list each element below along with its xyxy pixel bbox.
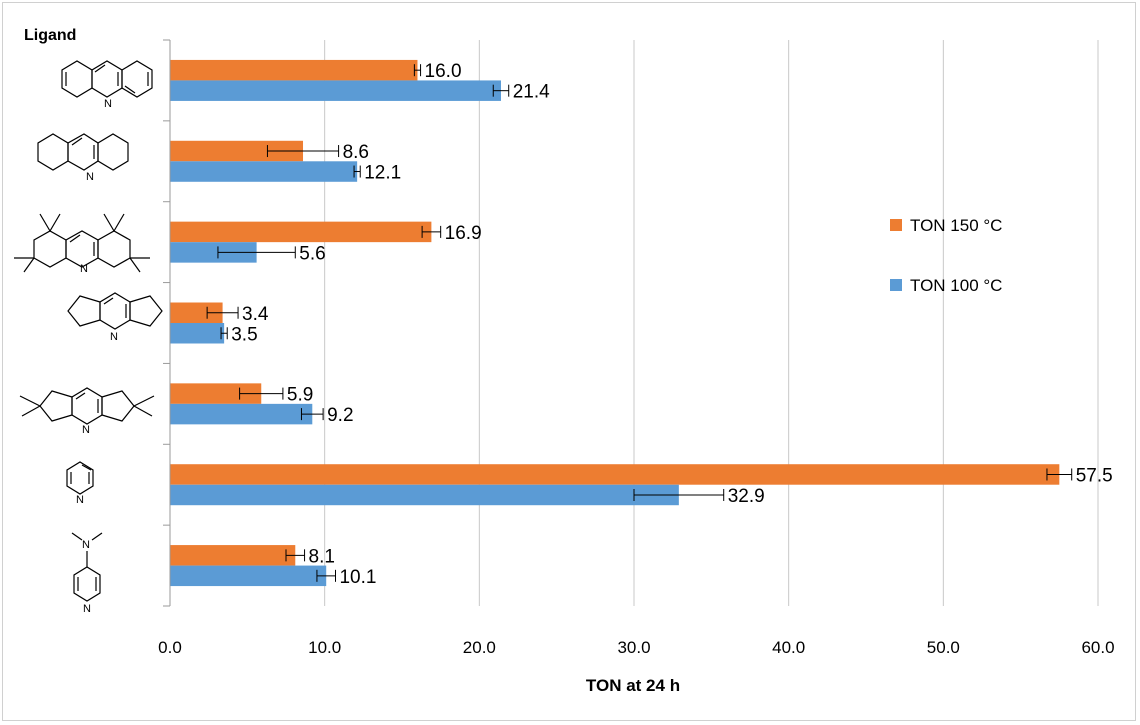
error-bars <box>206 64 1073 582</box>
data-label: 9.2 <box>327 405 353 426</box>
x-tick-labels: 0.0 10.0 20.0 30.0 40.0 50.0 60.0 <box>158 638 1114 657</box>
dicyclopenta-pyridine-structure-icon: N <box>67 292 163 343</box>
bar-100c-octamethyl-octahydroacridine <box>170 242 257 263</box>
svg-text:N: N <box>76 494 84 506</box>
pyridine-structure-icon: N <box>66 461 94 506</box>
ligand-structures: N N N <box>14 60 163 615</box>
data-label: 5.9 <box>287 385 313 406</box>
x-tick-label: 0.0 <box>158 638 182 657</box>
dmap-structure-icon: N N <box>71 532 103 615</box>
gridlines <box>324 40 1099 606</box>
legend: TON 150 °C TON 100 °C <box>890 216 1002 295</box>
svg-text:N: N <box>104 98 112 110</box>
data-labels: 16.0 21.4 8.612.1 16.9 5.6 3.43.5 5.9 9.2 57.5 32… <box>231 61 1112 588</box>
svg-text:N: N <box>82 424 90 436</box>
legend-swatch-100 <box>890 279 902 291</box>
x-tick-label: 10.0 <box>308 638 341 657</box>
category-axis <box>163 39 171 607</box>
x-tick-label: 30.0 <box>617 638 650 657</box>
svg-text:N: N <box>82 539 90 551</box>
x-tick-label: 50.0 <box>927 638 960 657</box>
bars <box>170 59 1060 587</box>
data-label: 5.6 <box>299 243 325 264</box>
ligand-label: Ligand <box>24 27 76 44</box>
data-label: 57.5 <box>1076 465 1113 486</box>
data-label: 8.1 <box>309 546 335 567</box>
octahydroacridine-structure-icon: N <box>37 133 129 183</box>
bar-100c-dicyclopenta-pyridine <box>170 323 225 344</box>
bar-150c-acridine <box>170 59 418 81</box>
acridine-structure-icon: N <box>61 60 153 110</box>
bar-150c-dicyclopenta-pyridine <box>170 302 223 323</box>
data-label: 32.9 <box>728 486 765 507</box>
x-tick-label: 40.0 <box>772 638 805 657</box>
svg-text:N: N <box>80 263 88 275</box>
x-axis-title: TON at 24 h <box>586 676 680 695</box>
x-tick-label: 60.0 <box>1081 638 1114 657</box>
legend-label-150: TON 150 °C <box>910 216 1002 235</box>
data-label: 21.4 <box>513 82 550 103</box>
bar-100c-4-dimethylaminopyridine <box>170 565 327 587</box>
bar-150c-4-dimethylaminopyridine <box>170 545 296 566</box>
data-label: 8.6 <box>343 142 369 163</box>
bar-100c-octahydroacridine <box>170 161 358 182</box>
data-label: 16.0 <box>425 61 462 82</box>
data-label: 16.9 <box>445 223 482 244</box>
octamethyl-octahydroacridine-structure-icon: N <box>14 213 150 275</box>
tetramethyl-dicyclopenta-pyridine-structure-icon: N <box>19 387 155 436</box>
bar-100c-tetramethyl-dicyclopenta-pyridine <box>170 403 313 425</box>
bar-150c-pyridine <box>170 464 1060 485</box>
data-label: 12.1 <box>364 163 401 184</box>
bar-100c-pyridine <box>170 484 679 506</box>
bar-150c-tetramethyl-dicyclopenta-pyridine <box>170 383 262 404</box>
bar-150c-octahydroacridine <box>170 140 304 162</box>
legend-label-100: TON 100 °C <box>910 276 1002 295</box>
svg-text:N: N <box>83 603 91 615</box>
data-label: 3.5 <box>231 324 257 345</box>
svg-text:N: N <box>110 331 118 343</box>
data-label: 3.4 <box>242 304 269 325</box>
svg-text:N: N <box>86 171 94 183</box>
bar-100c-acridine <box>170 80 501 101</box>
legend-swatch-150 <box>890 219 902 231</box>
bar-150c-octamethyl-octahydroacridine <box>170 221 432 243</box>
x-tick-label: 20.0 <box>463 638 496 657</box>
data-label: 10.1 <box>339 567 376 588</box>
